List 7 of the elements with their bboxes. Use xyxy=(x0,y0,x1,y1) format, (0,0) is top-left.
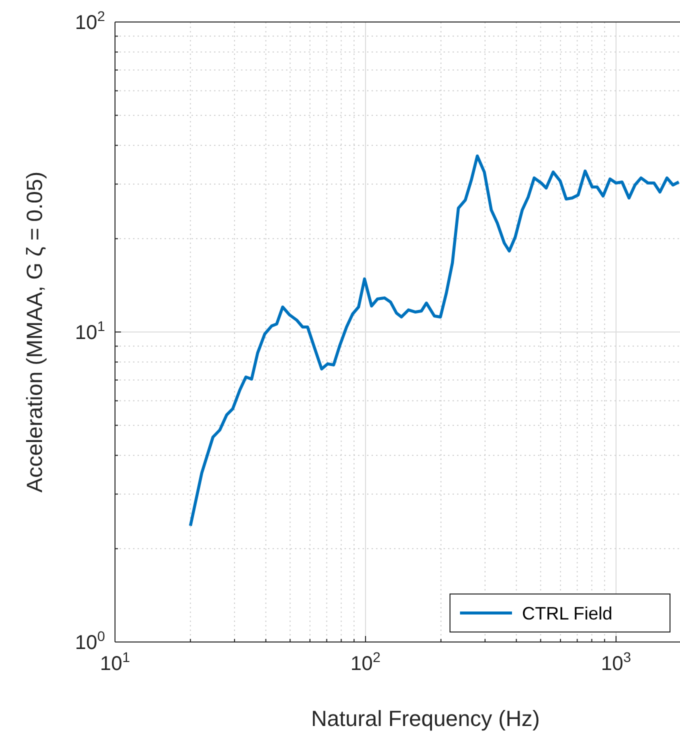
y-axis-title: Acceleration (MMAA, G ζ = 0.05) xyxy=(22,172,47,492)
x-tick-label: 10$^{2}$ xyxy=(350,649,381,675)
x-tick-label: 10$^{3}$ xyxy=(601,649,632,675)
x-axis-title: Natural Frequency (Hz) xyxy=(311,706,540,731)
y-tick-label: 10$^{2}$ xyxy=(74,8,106,34)
y-tick-label: 10$^{1}$ xyxy=(74,318,106,344)
legend-label: CTRL Field xyxy=(522,603,612,624)
